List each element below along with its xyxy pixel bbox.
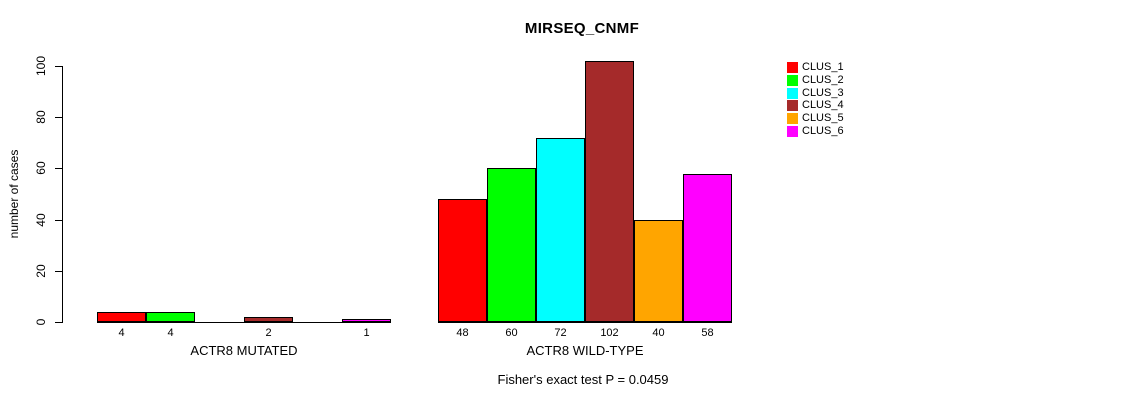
group-baseline xyxy=(97,322,391,323)
legend-swatch-icon xyxy=(787,62,798,73)
y-tick-label: 20 xyxy=(34,264,48,278)
legend-label: CLUS_5 xyxy=(802,112,844,125)
bar-clus_2 xyxy=(146,312,195,322)
bar-value-label: 40 xyxy=(652,327,665,339)
legend-swatch-icon xyxy=(787,113,798,125)
legend-row: CLUS_4 xyxy=(787,99,844,112)
bar-value-label: 2 xyxy=(265,327,272,339)
legend-swatch-icon xyxy=(787,125,798,137)
bar-value-label: 58 xyxy=(701,327,714,339)
bar-value-label: 72 xyxy=(554,327,567,339)
y-tick-label: 100 xyxy=(34,55,48,77)
bar-clus_4 xyxy=(244,317,293,322)
group-baseline xyxy=(438,322,732,323)
bar-value-label: 60 xyxy=(505,327,518,339)
bar-clus_2 xyxy=(487,168,536,322)
legend-row: CLUS_5 xyxy=(787,112,844,125)
legend: CLUS_1 CLUS_2 CLUS_3 CLUS_4 CLUS_5 CLUS_6 xyxy=(787,62,844,139)
y-axis-title: number of cases xyxy=(7,149,21,239)
legend-row: CLUS_3 xyxy=(787,86,844,99)
y-tick-mark xyxy=(55,168,62,170)
y-tick-label: 60 xyxy=(34,161,48,176)
legend-label: CLUS_6 xyxy=(802,124,844,137)
legend-row: CLUS_1 xyxy=(787,62,844,73)
legend-swatch-icon xyxy=(787,87,798,99)
y-tick-mark xyxy=(55,66,62,67)
fisher-test-annotation: Fisher's exact test P = 0.0459 xyxy=(497,372,669,387)
group-label: ACTR8 WILD-TYPE xyxy=(526,343,644,358)
y-tick-mark xyxy=(55,117,62,119)
bar-clus_1 xyxy=(97,312,146,322)
y-tick-mark xyxy=(55,270,62,272)
bar-value-label: 48 xyxy=(456,327,469,339)
legend-swatch-icon xyxy=(787,74,798,86)
bar-clus_1 xyxy=(438,199,487,322)
bar-value-label: 4 xyxy=(167,327,174,339)
bar-clus_4 xyxy=(585,61,634,322)
legend-row: CLUS_2 xyxy=(787,73,844,86)
y-axis-line xyxy=(62,66,63,323)
y-tick-label: 0 xyxy=(34,318,48,326)
legend-row: CLUS_6 xyxy=(787,124,844,137)
bar-value-label: 4 xyxy=(118,327,125,339)
bar-value-label: 1 xyxy=(363,327,370,339)
legend-label: CLUS_4 xyxy=(802,99,844,112)
legend-label: CLUS_1 xyxy=(802,61,844,73)
bar-clus_6 xyxy=(342,319,391,322)
legend-label: CLUS_3 xyxy=(802,86,844,99)
group-label: ACTR8 MUTATED xyxy=(190,343,298,358)
bar-clus_3 xyxy=(536,138,585,322)
chart-title: MIRSEQ_CNMF xyxy=(524,20,640,37)
y-tick-mark xyxy=(55,322,62,323)
legend-swatch-icon xyxy=(787,100,798,112)
y-tick-label: 80 xyxy=(34,110,48,124)
bar-value-label: 102 xyxy=(600,327,619,339)
y-tick-label: 40 xyxy=(34,212,48,227)
bar-clus_5 xyxy=(634,220,683,322)
legend-label: CLUS_2 xyxy=(802,73,844,86)
y-tick-mark xyxy=(55,219,62,221)
bar-clus_6 xyxy=(683,174,732,322)
